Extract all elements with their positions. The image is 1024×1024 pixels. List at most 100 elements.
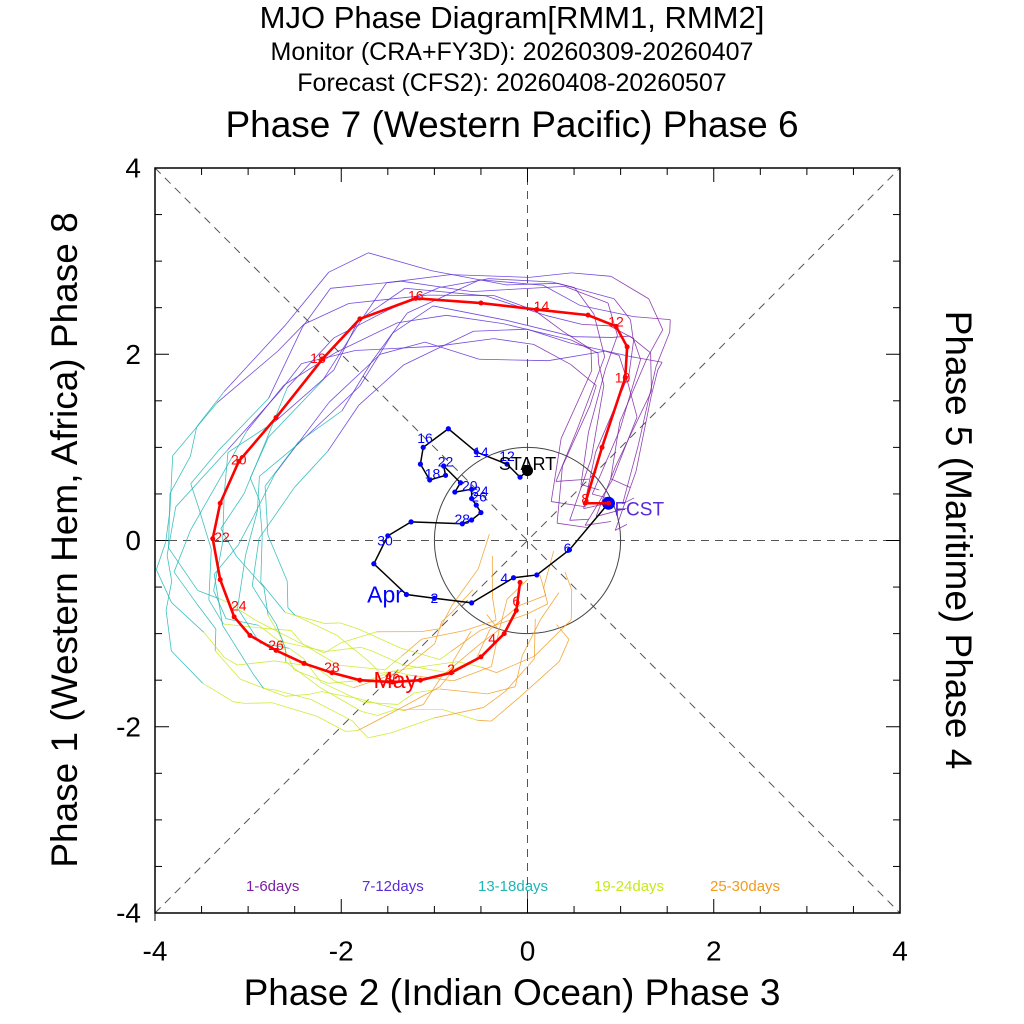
- observed-point: [427, 477, 433, 483]
- ensemble-member-segment: [471, 288, 514, 293]
- ensemble-member-segment: [476, 719, 492, 722]
- ensemble-member-segment: [534, 619, 572, 657]
- ensemble-member-segment: [470, 707, 484, 711]
- ensemble-member-segment: [506, 319, 574, 338]
- ensemble-member-segment: [220, 493, 245, 529]
- ensemble-member-segment: [439, 650, 452, 660]
- legend-25-30days: 25-30days: [710, 878, 781, 895]
- forecast-mean-point: [329, 670, 335, 676]
- ensemble-member-segment: [585, 521, 612, 526]
- ensemble-member-segment: [238, 515, 255, 545]
- observed-point: [473, 502, 479, 508]
- ensemble-member-segment: [414, 688, 440, 694]
- legend-1-6days: 1-6days: [246, 878, 300, 895]
- ensemble-member-segment: [275, 624, 286, 649]
- ensemble-member-segment: [505, 658, 535, 692]
- observed-point: [403, 591, 410, 598]
- forecast-mean-point: [624, 344, 630, 350]
- ensemble-member-segment: [605, 350, 620, 356]
- ensemble-member-segment: [298, 410, 343, 443]
- forecast-mean-point: [357, 316, 363, 322]
- ensemble-member-segment: [555, 430, 578, 482]
- ensemble-member-segment: [190, 474, 223, 531]
- ensemble-member-segment: [165, 509, 171, 543]
- observed-day-label: 14: [473, 444, 489, 460]
- ensemble-member-segment: [233, 701, 245, 704]
- ensemble-member-segment: [421, 630, 465, 640]
- ensemble-member-segment: [285, 271, 330, 326]
- forecast-day-label: 20: [231, 451, 247, 467]
- ensemble-member-segment: [338, 664, 385, 671]
- observed-point: [504, 461, 510, 467]
- forecast-mean-point: [231, 614, 237, 620]
- ensemble-member-segment: [280, 363, 302, 392]
- ensemble-member-segment: [252, 673, 265, 689]
- ensemble-member-segment: [264, 486, 269, 535]
- ensemble-member-segment: [341, 360, 373, 411]
- ensemble-member-segment: [263, 587, 269, 616]
- ensemble-member-segment: [477, 533, 490, 569]
- ensemble-member-segment: [189, 426, 198, 457]
- ensemble-member-segment: [558, 639, 570, 662]
- ensemble-member-segment: [451, 661, 454, 673]
- ensemble-member-segment: [491, 630, 500, 667]
- forecast-mean-point: [389, 679, 395, 685]
- ensemble-member-segment: [630, 319, 634, 338]
- ensemble-member-segment: [361, 698, 404, 712]
- ensemble-member-segment: [171, 602, 205, 633]
- ensemble-member-segment: [264, 441, 299, 487]
- ensemble-member-segment: [268, 380, 323, 438]
- ensemble-member-segment: [287, 607, 296, 616]
- ensemble-member-segment: [545, 315, 583, 325]
- legend-7-12days: 7-12days: [362, 878, 424, 895]
- ensemble-member-segment: [249, 437, 269, 479]
- observed-day-label: 26: [471, 489, 487, 505]
- ensemble-member-segment: [424, 341, 480, 360]
- start-marker: [522, 465, 533, 477]
- observed-point: [510, 575, 517, 581]
- forecast-mean-point: [210, 536, 216, 542]
- forecast-mean-point: [448, 670, 454, 676]
- ensemble-member-segment: [488, 278, 553, 283]
- ensemble-member-segment: [486, 614, 500, 631]
- ensemble-member-segment: [502, 323, 572, 341]
- forecast-mean-point: [517, 579, 523, 585]
- chart-title: MJO Phase Diagram[RMM1, RMM2]: [259, 0, 765, 35]
- ensemble-member-segment: [650, 369, 659, 397]
- observed-point: [441, 463, 447, 469]
- ensemble-member-segment: [483, 690, 506, 708]
- ensemble-member-segment: [404, 287, 486, 297]
- y-tick-label: 4: [125, 153, 141, 184]
- ensemble-member-segment: [485, 295, 546, 316]
- ensemble-member-segment: [596, 507, 627, 517]
- observed-point: [431, 595, 437, 601]
- ensemble-member-segment: [478, 629, 500, 646]
- phase-guides: [154, 167, 901, 914]
- ensemble-member-segment: [637, 366, 657, 446]
- forecast-day-label: 16: [408, 288, 424, 304]
- ensemble-member-segment: [168, 547, 199, 591]
- ensemble-member-segment: [540, 592, 560, 620]
- ensemble-member-segment: [172, 402, 218, 456]
- ensemble-member-segment: [223, 324, 286, 392]
- ensemble-member-segment: [171, 650, 203, 684]
- ensemble-member-segment: [446, 314, 504, 324]
- ensemble-member-segment: [368, 661, 381, 674]
- ensemble-member-segment: [257, 476, 260, 511]
- ensemble-member-segment: [542, 284, 581, 306]
- ensemble-member-segment: [286, 581, 289, 608]
- ensemble-member-segment: [526, 603, 548, 615]
- ensemble-member-segment: [335, 322, 398, 353]
- ensemble-member-segment: [237, 607, 261, 644]
- ensemble-member-segment: [249, 477, 260, 501]
- ensemble-member-segment: [464, 619, 497, 631]
- ensemble-member-segment: [237, 660, 275, 666]
- ensemble-member-segment: [615, 524, 628, 531]
- ensemble-member-segment: [168, 493, 171, 548]
- observed-day-label: 22: [438, 453, 454, 469]
- ensemble-member-segment: [260, 582, 286, 613]
- observed-point: [417, 461, 424, 467]
- forecast-day-label: 24: [231, 598, 247, 614]
